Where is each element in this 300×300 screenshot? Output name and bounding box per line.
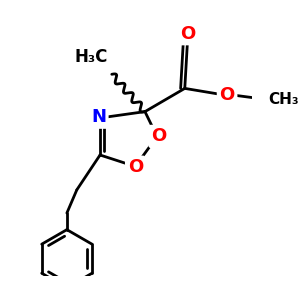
Text: O: O bbox=[180, 25, 195, 43]
Text: N: N bbox=[91, 108, 106, 126]
Text: O: O bbox=[220, 86, 235, 104]
Text: O: O bbox=[151, 128, 166, 146]
Text: O: O bbox=[128, 158, 143, 176]
Text: H₃C: H₃C bbox=[74, 48, 108, 66]
Text: CH₃: CH₃ bbox=[268, 92, 299, 107]
